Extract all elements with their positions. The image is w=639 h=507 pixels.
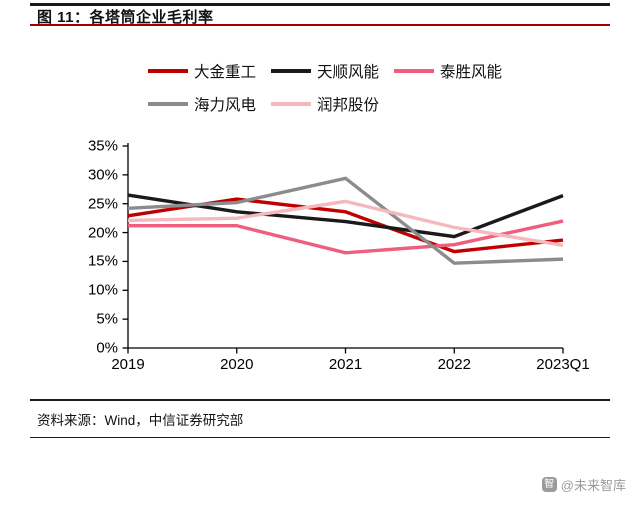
watermark-text: @未来智库	[560, 478, 626, 493]
legend-item: 天顺风能	[271, 60, 379, 82]
y-tick-label: 20%	[87, 224, 118, 242]
y-tick-label: 35%	[87, 137, 118, 155]
y-tick-label: 25%	[87, 195, 118, 213]
chart-series-line-3	[127, 176, 564, 265]
legend-item: 润邦股份	[271, 93, 379, 115]
y-tick-label: 5%	[96, 310, 118, 328]
x-tick-label: 2019	[111, 356, 145, 373]
x-tick-label: 2022	[437, 356, 471, 373]
chart-series-line-1	[127, 193, 564, 239]
legend-item: 泰胜风能	[394, 60, 502, 82]
header-top-rule	[30, 3, 610, 6]
legend-label: 润邦股份	[317, 97, 380, 114]
title-red-underline	[30, 24, 610, 26]
legend-row: 大金重工 天顺风能 泰胜风能	[148, 60, 502, 82]
x-tick-label: 2023Q1	[536, 356, 590, 373]
footer-top-rule	[30, 399, 610, 401]
legend-line-swatch	[271, 102, 312, 106]
x-tick-label: 2020	[220, 356, 254, 373]
footer-bottom-rule	[30, 437, 610, 439]
legend-line-swatch	[148, 69, 188, 73]
legend-item: 大金重工	[148, 60, 256, 82]
y-tick-label: 0%	[96, 339, 118, 357]
chart-series-line-2	[128, 219, 564, 255]
legend-item: 海力风电	[148, 93, 256, 115]
legend-line-swatch	[394, 69, 435, 73]
y-tick-label: 10%	[87, 281, 118, 299]
legend-line-swatch	[271, 69, 312, 73]
legend-label: 大金重工	[194, 64, 257, 81]
chart-series-line-4	[127, 199, 564, 247]
source-note: 资料来源：Wind，中信证券研究部	[37, 413, 244, 428]
watermark: 智 @未来智库	[541, 475, 626, 494]
y-tick-label: 30%	[87, 166, 118, 184]
x-tick-label: 2021	[328, 356, 363, 373]
y-tick-label: 15%	[87, 252, 118, 270]
legend-label: 泰胜风能	[440, 64, 503, 81]
legend-label: 海力风电	[194, 97, 257, 114]
figure-title: 图 11：各塔筒企业毛利率	[37, 9, 214, 26]
legend-row: 海力风电 润邦股份	[148, 93, 502, 115]
legend-line-swatch	[148, 102, 188, 106]
legend-label: 天顺风能	[317, 64, 380, 81]
chart-legend: 大金重工 天顺风能 泰胜风能海力风电 润邦股份	[148, 60, 502, 115]
zhiku-logo-icon: 智	[541, 477, 557, 492]
